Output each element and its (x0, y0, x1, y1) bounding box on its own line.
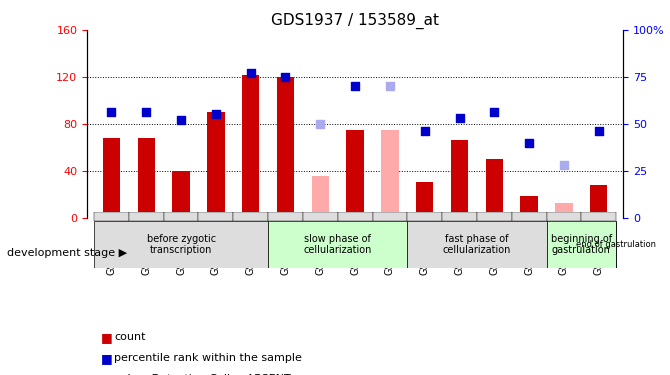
Point (106, 110, 117, 116)
FancyBboxPatch shape (477, 212, 512, 221)
Bar (277, 77, 294, 218)
Text: ■: ■ (100, 352, 113, 364)
FancyBboxPatch shape (198, 212, 233, 221)
Text: slow phase of
cellularization: slow phase of cellularization (304, 234, 372, 255)
Text: fast phase of
cellularization: fast phase of cellularization (443, 234, 511, 255)
Point (141, 110, 151, 116)
FancyBboxPatch shape (233, 212, 268, 221)
FancyBboxPatch shape (303, 212, 338, 221)
Bar (381, 130, 399, 218)
Text: percentile rank within the sample: percentile rank within the sample (114, 353, 302, 363)
Bar (346, 130, 364, 218)
Bar (451, 140, 468, 218)
FancyBboxPatch shape (163, 212, 198, 221)
FancyBboxPatch shape (338, 212, 373, 221)
Bar (590, 185, 608, 218)
Bar (555, 203, 573, 217)
Point (559, 162, 570, 168)
Point (454, 115, 465, 121)
FancyBboxPatch shape (268, 221, 407, 268)
FancyBboxPatch shape (547, 221, 616, 268)
Point (524, 140, 535, 146)
Point (594, 128, 604, 134)
Point (489, 110, 500, 116)
Point (385, 83, 395, 89)
Text: development stage ▶: development stage ▶ (7, 248, 127, 258)
Point (350, 83, 360, 89)
Point (315, 121, 326, 127)
FancyBboxPatch shape (512, 212, 547, 221)
Text: value, Detection Call = ABSENT: value, Detection Call = ABSENT (114, 374, 291, 375)
Text: count: count (114, 333, 145, 342)
Point (210, 111, 221, 117)
FancyBboxPatch shape (94, 212, 129, 221)
Text: ■: ■ (100, 372, 113, 375)
Bar (416, 182, 433, 218)
Text: before zygotic
transcription: before zygotic transcription (147, 234, 216, 255)
FancyBboxPatch shape (268, 212, 303, 221)
FancyBboxPatch shape (407, 221, 547, 268)
FancyBboxPatch shape (582, 212, 616, 221)
FancyBboxPatch shape (547, 212, 582, 221)
Bar (486, 159, 503, 218)
Bar (103, 138, 120, 218)
Text: beginning of
gastrulation: beginning of gastrulation (551, 234, 612, 255)
Text: ■: ■ (100, 331, 113, 344)
Bar (172, 171, 190, 217)
FancyBboxPatch shape (442, 212, 477, 221)
Title: GDS1937 / 153589_at: GDS1937 / 153589_at (271, 12, 439, 28)
Bar (242, 75, 259, 217)
Point (280, 74, 291, 80)
Bar (521, 196, 538, 217)
FancyBboxPatch shape (407, 212, 442, 221)
Bar (207, 112, 224, 218)
FancyBboxPatch shape (94, 221, 268, 268)
Bar (312, 177, 329, 218)
Bar (137, 138, 155, 218)
Point (419, 128, 430, 134)
Point (245, 70, 256, 76)
Text: end of gastrulation: end of gastrulation (576, 240, 656, 249)
FancyBboxPatch shape (373, 212, 407, 221)
Point (176, 117, 186, 123)
FancyBboxPatch shape (129, 212, 163, 221)
